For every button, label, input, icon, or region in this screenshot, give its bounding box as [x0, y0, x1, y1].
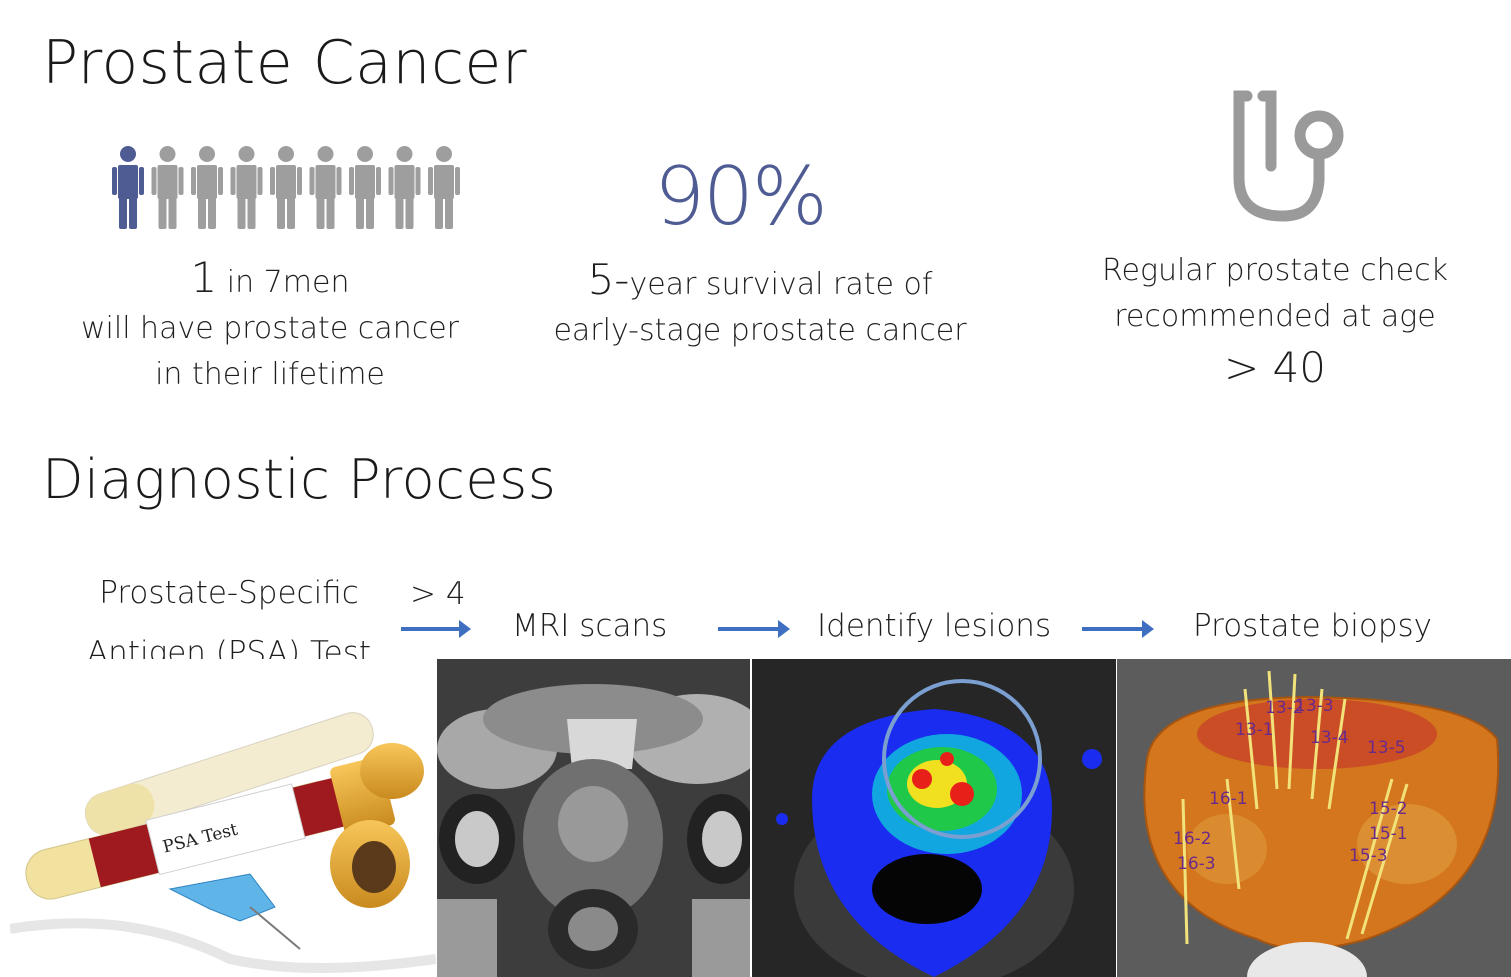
screening-line2: recommended at age — [1114, 299, 1436, 334]
person-icon — [191, 146, 223, 229]
biopsy-core-label: 16-3 — [1177, 854, 1216, 874]
survival-text: year survival rate of — [629, 267, 933, 302]
biopsy-core-label: 15-3 — [1349, 846, 1388, 866]
biopsy-core-label: 16-2 — [1173, 829, 1212, 849]
psa-step: Prostate-Specific Antigen (PSA) Test — [80, 563, 378, 683]
person-icon — [428, 146, 460, 229]
incidence-line3: in their lifetime — [155, 357, 385, 392]
person-icon — [388, 146, 421, 229]
arrow-psa-to-mri — [401, 620, 471, 638]
survival-lead: 5- — [587, 255, 630, 304]
arrow-mri-to-lesions — [718, 620, 790, 638]
person-icon — [230, 146, 263, 229]
stethoscope-icon — [1233, 90, 1344, 222]
biopsy-core-label: 15-2 — [1369, 799, 1408, 819]
incidence-stat: 1 in 7men will have prostate cancer in t… — [40, 255, 500, 398]
mri-scan-image — [437, 659, 750, 977]
biopsy-core-label: 16-1 — [1209, 789, 1248, 809]
psa-tube-image: PSA Test — [10, 659, 436, 977]
threshold-label: > 4 — [410, 576, 466, 612]
biopsy-core-label: 13-3 — [1295, 696, 1334, 716]
page-title: Prostate Cancer — [42, 28, 528, 98]
biopsy-map-image: 13-1 13-2 13-3 13-4 13-5 16-1 16-2 16-3 15-2 15-1… — [1117, 659, 1511, 977]
person-icon — [349, 146, 381, 229]
biopsy-core-label: 13-2 — [1265, 698, 1304, 718]
incidence-line2: will have prostate cancer — [80, 311, 459, 346]
person-icon — [151, 146, 184, 229]
biopsy-step: Prostate biopsy — [1193, 608, 1432, 644]
person-icon — [112, 146, 144, 229]
biopsy-core-label: 13-4 — [1310, 728, 1349, 748]
person-icon — [309, 146, 342, 229]
screening-stat: Regular prostate check recommended at ag… — [1060, 248, 1490, 396]
incidence-number: 1 — [190, 253, 218, 302]
mri-step: MRI scans — [512, 608, 668, 644]
survival-line2: early-stage prostate cancer — [553, 313, 967, 348]
biopsy-core-label: 13-1 — [1235, 720, 1274, 740]
people-icon-row — [112, 146, 460, 229]
survival-stat: 5-year survival rate of early-stage pros… — [520, 257, 1000, 354]
survival-percent: 90% — [654, 150, 828, 243]
biopsy-core-label: 15-1 — [1369, 824, 1408, 844]
incidence-text: in 7men — [217, 265, 350, 300]
arrow-lesions-to-biopsy — [1082, 620, 1154, 638]
person-icon — [270, 146, 302, 229]
psa-line1: Prostate-Specific — [99, 575, 359, 611]
lesions-step: Identify lesions — [817, 608, 1052, 644]
section-title: Diagnostic Process — [42, 448, 557, 511]
biopsy-core-label: 13-5 — [1367, 738, 1406, 758]
lesion-map-image — [752, 659, 1116, 977]
screening-age: > 40 — [1224, 343, 1326, 392]
screening-line1: Regular prostate check — [1102, 253, 1448, 288]
